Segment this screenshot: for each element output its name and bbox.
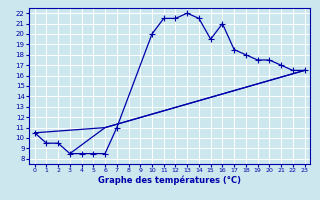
X-axis label: Graphe des températures (°C): Graphe des températures (°C) bbox=[98, 176, 241, 185]
